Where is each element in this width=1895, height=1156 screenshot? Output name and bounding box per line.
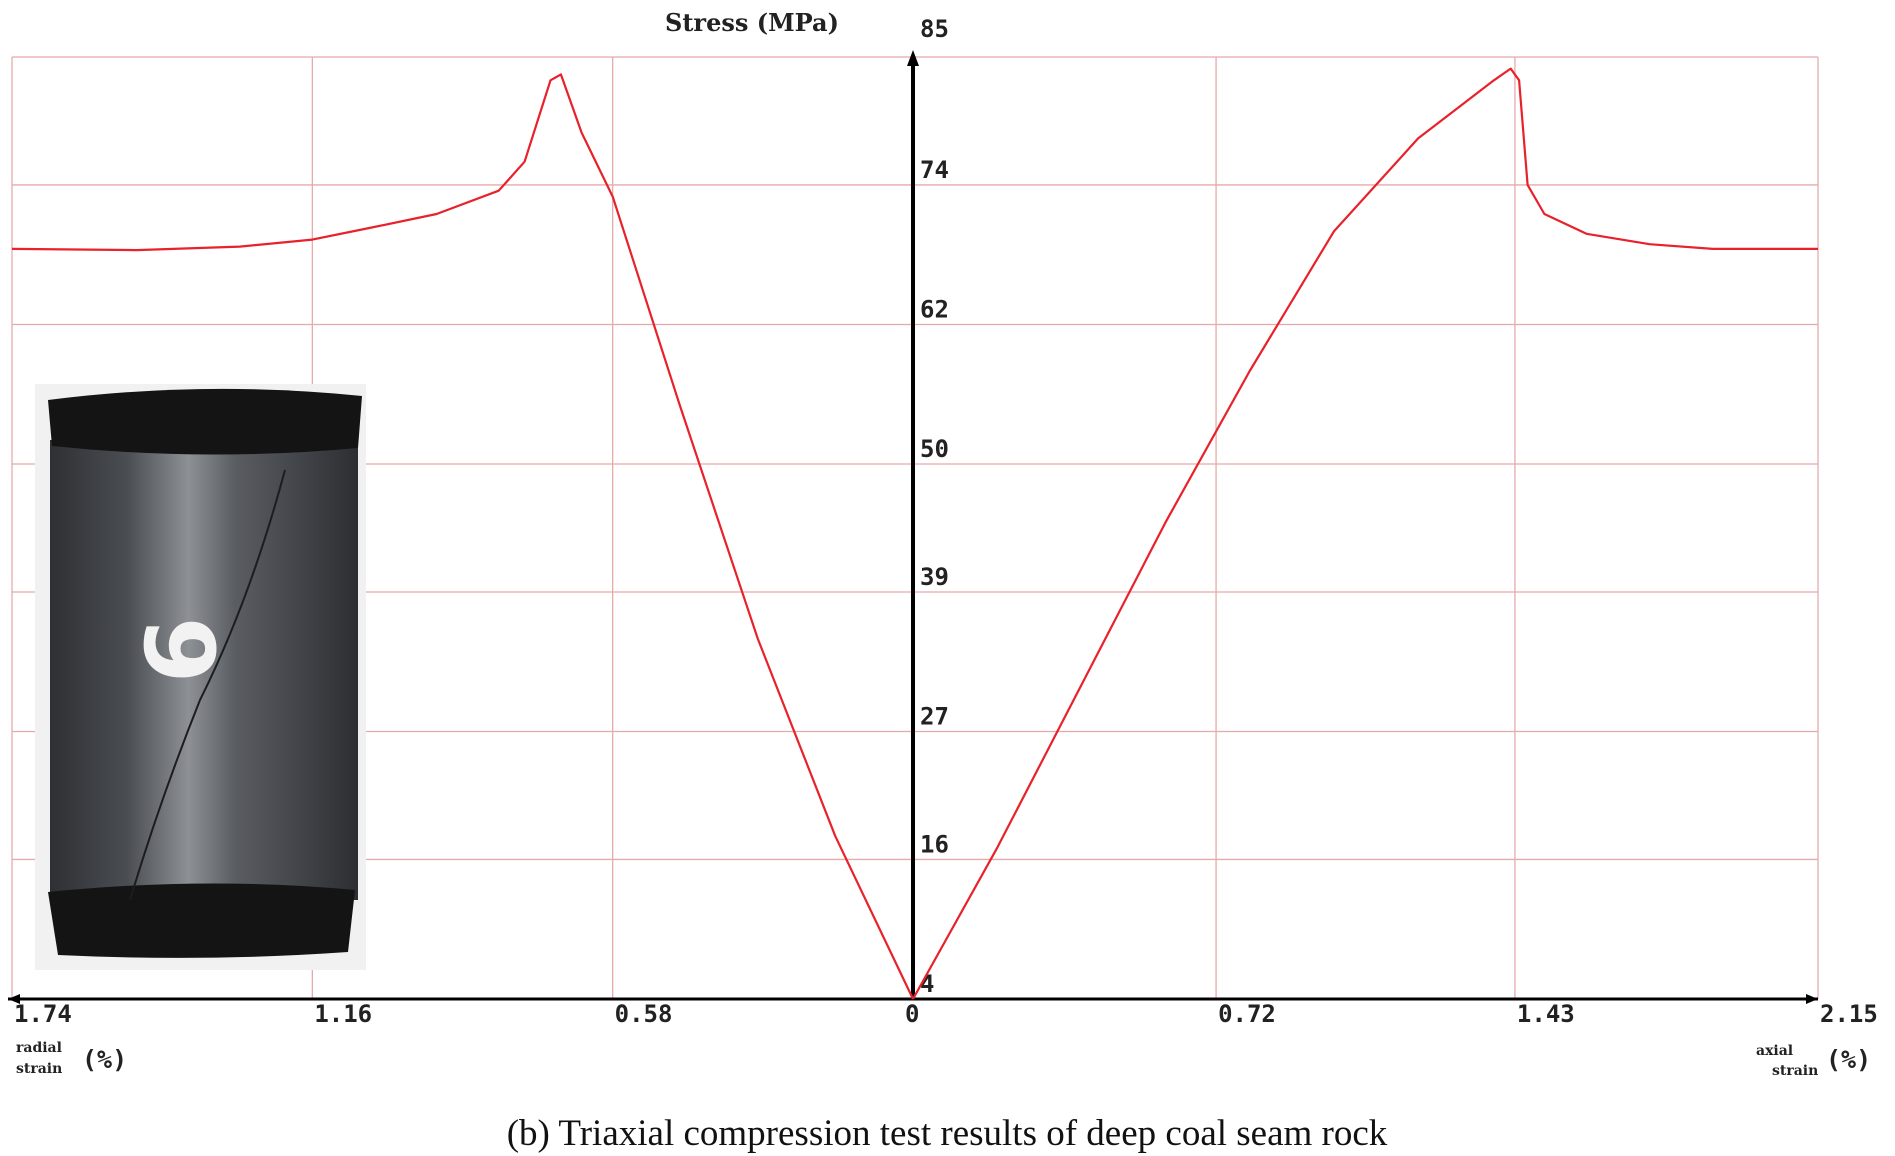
right-series-line: [912, 67, 1818, 1000]
left-axis-label: radial strain (%): [16, 1040, 127, 1077]
y-tick-label: 74: [920, 156, 949, 184]
x-tick-label-right: 2.15: [1820, 1000, 1878, 1028]
x-tick-label-left: 1.16: [314, 1000, 372, 1028]
specimen-bottom-cap: [48, 883, 355, 958]
y-axis-arrow: [907, 50, 919, 66]
left-axis-unit: (%): [82, 1045, 127, 1074]
y-tick-label: 85: [920, 15, 949, 43]
y-tick-label: 16: [920, 830, 949, 858]
y-tick-label: 39: [920, 563, 949, 591]
right-axis-unit: (%): [1826, 1045, 1871, 1074]
figure-caption: (b) Triaxial compression test results of…: [507, 1113, 1388, 1154]
specimen-top-cap: [48, 388, 362, 455]
specimen-body: [50, 440, 358, 900]
right-axis-label: axial strain (%): [1756, 1043, 1871, 1079]
x-tick-label-right: 0: [905, 1000, 919, 1028]
left-axis-label-line1: radial: [16, 1040, 62, 1056]
specimen-fracture: [129, 469, 286, 901]
left-axis-label-line2: strain: [16, 1061, 62, 1077]
y-tick-label: 50: [920, 435, 949, 463]
data-series: [11, 67, 1818, 1000]
x-tick-labels: 1.74 1.16 0.58 0 0.72 1.43 2.15: [14, 1000, 1878, 1028]
x-tick-label-left: 1.74: [14, 1000, 72, 1028]
y-tick-label: 27: [920, 703, 949, 731]
specimen-photo-inset: 6: [35, 384, 366, 970]
specimen-marking: 6: [126, 617, 238, 684]
x-axis-arrow-left: [8, 994, 20, 1004]
x-tick-label-right: 0.72: [1218, 1000, 1276, 1028]
x-tick-label-right: 1.43: [1517, 1000, 1575, 1028]
y-tick-labels: 85 74 62 50 39 27 16 4: [920, 15, 949, 998]
y-tick-label: 4: [920, 970, 934, 998]
y-axis-title: Stress (MPa): [665, 8, 839, 37]
x-axis-arrow-right: [1806, 994, 1818, 1004]
x-tick-label-left: 0.58: [615, 1000, 673, 1028]
y-tick-label: 62: [920, 295, 949, 323]
right-axis-label-line2: strain: [1772, 1063, 1818, 1079]
right-axis-label-line1: axial: [1756, 1043, 1793, 1059]
left-series-line: [11, 73, 914, 1000]
